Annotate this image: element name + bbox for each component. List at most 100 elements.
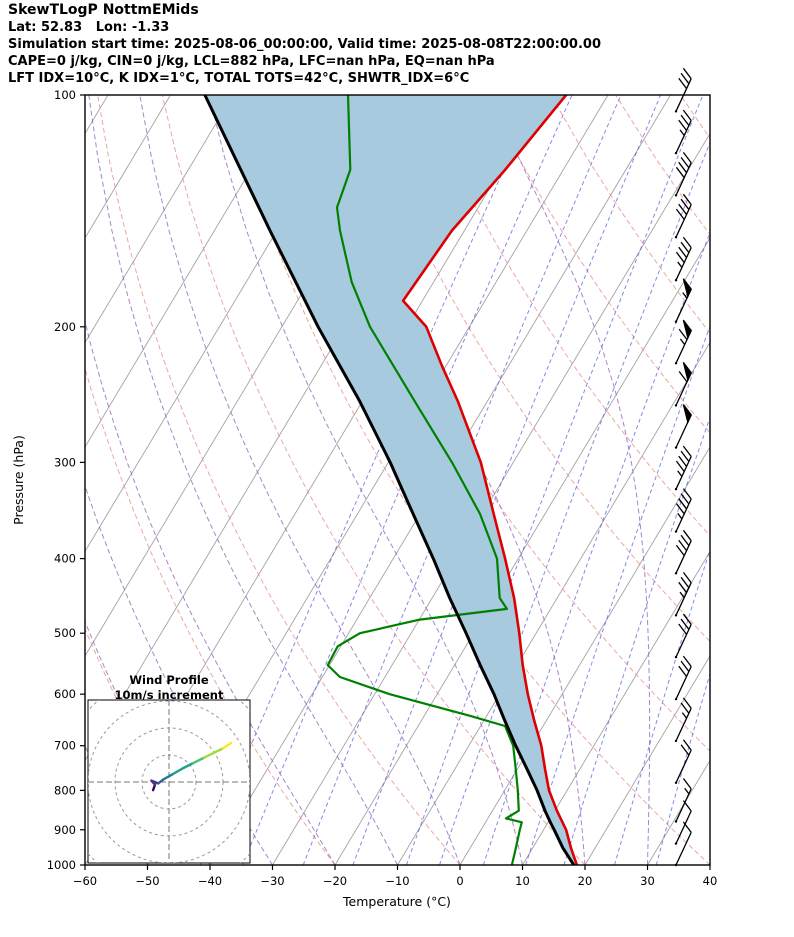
wind-barb-full (680, 114, 690, 126)
dry-adiabat-line (550, 95, 710, 334)
y-tick-label: 800 (54, 783, 76, 797)
wind-barb-full (680, 198, 690, 210)
moist-adiabat-line (139, 95, 461, 865)
y-tick-label: 500 (54, 626, 76, 640)
wind-barb-full (682, 655, 692, 667)
isotherm-line (522, 550, 710, 865)
wind-barb-half (684, 787, 690, 795)
isotherm-line (459, 446, 710, 865)
wind-barb-pennant (682, 362, 692, 382)
x-tick-label: −60 (73, 874, 97, 888)
dry-adiabat-line (485, 95, 710, 434)
wind-barb-full (678, 77, 688, 90)
mixing-ratio-line (302, 95, 622, 865)
isotherm-line (397, 341, 710, 865)
wind-barb-staff (675, 247, 692, 281)
temperature-line (401, 95, 579, 865)
times-line: Simulation start time: 2025-08-06_00:00:… (8, 37, 601, 52)
x-axis-label: Temperature (°C) (342, 894, 451, 909)
wind-barb-full (680, 576, 690, 589)
wind-barb-full (682, 445, 692, 457)
y-tick-label: 600 (54, 687, 76, 701)
wind-barb-half (679, 338, 686, 346)
wind-barb-full (675, 460, 685, 472)
wind-barb-base-dot (674, 320, 678, 323)
wind-barb-base-dot (674, 842, 678, 845)
wind-barb-full (682, 697, 692, 709)
hodograph-trace-segment (213, 747, 225, 754)
mixing-ratio-line (614, 548, 710, 865)
wind-barb-half (677, 512, 683, 520)
wind-barb-full (678, 161, 688, 174)
x-tick-label: −20 (323, 874, 347, 888)
wind-barb-full (678, 665, 688, 677)
wind-barb-staff (675, 456, 692, 490)
wind-barb-base-dot (674, 487, 678, 491)
wind-barb-base-dot (674, 820, 678, 823)
dewpoint-line (326, 95, 523, 865)
hodograph-subtitle: 10m/s increment (115, 688, 224, 702)
wind-barb-half (677, 470, 683, 477)
wind-barb-half (679, 129, 685, 136)
wind-barb-full (678, 498, 688, 510)
isotherm-line (334, 237, 710, 865)
wind-barb-half (677, 261, 683, 268)
y-tick-label: 100 (54, 88, 76, 102)
wind-barb-staff (675, 810, 692, 844)
isotherm-line (85, 95, 296, 448)
dry-adiabat-line (615, 95, 710, 236)
wind-barb-full (678, 455, 688, 467)
parcel-line (203, 95, 576, 865)
x-tick-label: 30 (640, 874, 655, 888)
wind-barb-full (678, 203, 688, 215)
wind-barb-full (678, 539, 688, 552)
dry-adiabat-line (679, 95, 710, 140)
wind-barb-staff (675, 666, 692, 700)
wind-barb-full (682, 488, 692, 500)
mixing-ratio-line (242, 95, 573, 865)
x-tick-label: 20 (578, 874, 593, 888)
wind-barb-full (680, 493, 690, 505)
wind-barb-full (678, 246, 688, 258)
wind-barb-staff (675, 204, 692, 238)
wind-barb-full (675, 251, 685, 263)
y-tick-label: 300 (54, 455, 76, 469)
wind-barb-full (680, 241, 690, 253)
hodograph-title: Wind Profile (129, 673, 209, 687)
hodograph-trace-segment (221, 741, 233, 750)
wind-barb-full (680, 450, 690, 462)
wind-barb-base-dot (674, 614, 678, 617)
wind-barb-half (679, 591, 685, 599)
y-axis-label: Pressure (hPa) (11, 435, 26, 525)
dry-adiabat-line (97, 95, 461, 865)
wind-barb-full (682, 739, 692, 751)
wind-barb-pennant (682, 278, 692, 299)
wind-barb-full (682, 151, 692, 164)
x-tick-label: −50 (135, 874, 159, 888)
wind-barb-full (682, 778, 692, 790)
wind-barb-base-dot (674, 781, 678, 784)
wind-barb-base-dot (674, 697, 678, 701)
wind-barb-full (678, 623, 688, 635)
wind-barb-staff (675, 749, 692, 784)
dry-adiabat-line (161, 95, 586, 865)
mixing-ratio-line (525, 324, 710, 865)
wind-barb-base-dot (674, 739, 678, 743)
wind-barb-full (675, 166, 685, 179)
isotherm-line (85, 95, 234, 344)
wind-barb-full (680, 702, 690, 714)
wind-barb-full (678, 328, 688, 341)
mixing-ratio-line (482, 231, 710, 865)
moist-adiabat-line (85, 319, 336, 865)
wind-barb-full (680, 744, 690, 756)
hodograph-trace-segment (162, 772, 175, 781)
wind-barb-full (675, 544, 685, 557)
moist-adiabat-line (489, 95, 651, 865)
hodograph-trace-segment (150, 779, 160, 785)
wind-barbs (674, 67, 692, 867)
wind-barb-base-dot (674, 404, 678, 407)
y-tick-label: 700 (54, 739, 76, 753)
mixing-ratio-line (655, 672, 710, 865)
